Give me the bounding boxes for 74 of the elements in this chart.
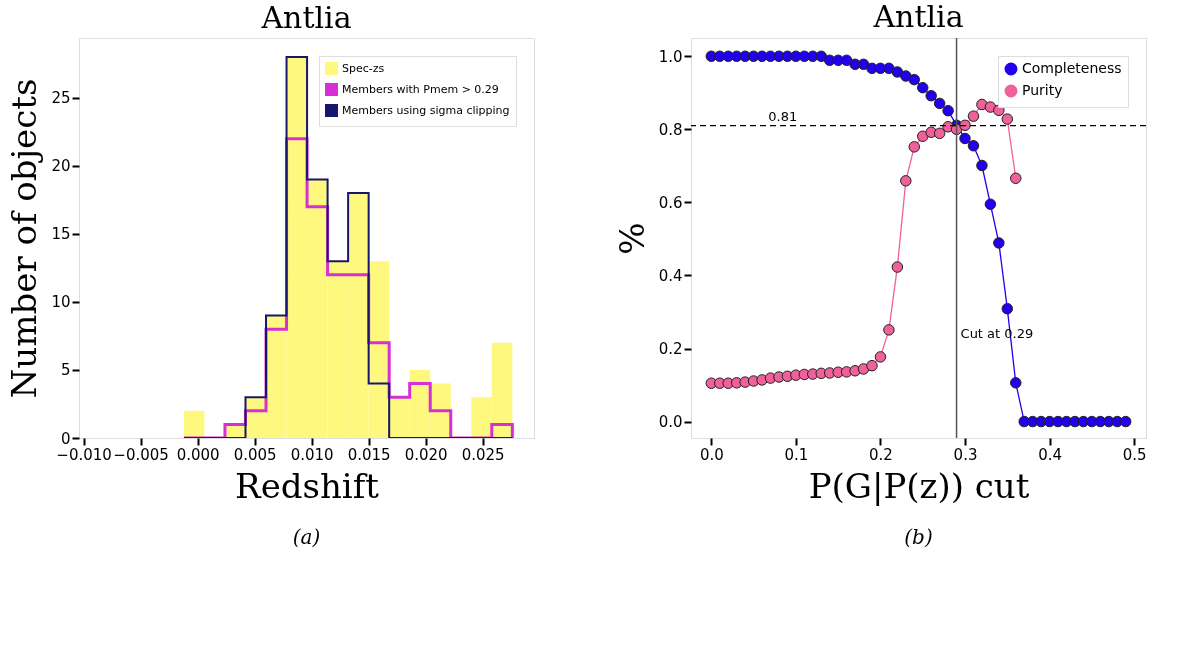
x-tick-label: 0.1 [784, 445, 809, 464]
x-tick-label: 0.2 [869, 445, 893, 464]
point [967, 140, 980, 152]
point [967, 110, 980, 122]
y-tick-label: 0.0 [658, 413, 683, 432]
y-tick-label: 20 [51, 157, 71, 176]
x-tick-label: 0.025 [461, 445, 505, 464]
chart-title: Antlia [872, 0, 964, 35]
point [891, 261, 904, 273]
point [933, 127, 946, 140]
text: (b) [904, 525, 933, 549]
point [756, 374, 768, 386]
point [925, 89, 937, 102]
point [959, 132, 971, 145]
point [1010, 377, 1022, 389]
y-tick-label: 0.8 [658, 120, 683, 139]
point [908, 141, 921, 153]
y-tick-label: 0.6 [658, 193, 683, 212]
y-tick-label: 1.0 [658, 47, 683, 66]
point [908, 73, 921, 86]
legend-label: Completeness [1022, 60, 1122, 76]
point [993, 237, 1005, 249]
point [773, 371, 785, 383]
x-tick-label: −0.010 [56, 445, 112, 464]
x-tick-label: −0.005 [113, 445, 169, 464]
point [976, 159, 988, 172]
point [891, 66, 904, 78]
x-tick-label: 0.5 [1122, 445, 1147, 464]
legend-label: Spec-zs [342, 61, 385, 75]
y-tick-label: 5 [60, 361, 71, 380]
point [883, 62, 895, 75]
point [1010, 172, 1022, 185]
x-tick-label: 0.015 [347, 445, 391, 464]
point [900, 175, 912, 187]
legend-label: Purity [1022, 82, 1063, 98]
x-tick-label: 0.020 [404, 445, 448, 464]
y-axis-title: Number of objects [4, 78, 45, 399]
point [942, 104, 954, 117]
y-tick-label: 15 [51, 225, 71, 244]
point [1119, 415, 1132, 428]
point [840, 54, 853, 67]
y-tick-label: 0.2 [658, 340, 683, 358]
point [857, 58, 870, 71]
x-tick-label: 0.010 [290, 445, 334, 464]
point [1001, 113, 1014, 125]
y-tick-label: 0.4 [658, 266, 683, 285]
legend-label: Members with Pmem > 0.29 [342, 82, 499, 96]
x-tick-label: 0.4 [1038, 445, 1063, 464]
point [866, 359, 878, 372]
point [933, 97, 946, 110]
x-tick-label: 0.005 [233, 445, 277, 464]
point [976, 98, 988, 111]
point [900, 70, 912, 82]
point [883, 324, 895, 336]
text: (a) [292, 525, 321, 549]
point [773, 50, 785, 62]
point [874, 351, 887, 363]
y-tick-label: 10 [51, 293, 71, 312]
y-tick-label: 0 [60, 429, 71, 448]
y-tick-label: 25 [51, 89, 71, 108]
point [916, 130, 929, 142]
y-axis-title: % [611, 222, 652, 255]
ref-line-label: 0.81 [768, 108, 798, 124]
x-axis-title: Redshift [235, 465, 380, 506]
point [984, 198, 997, 210]
x-axis-title: P(G|P(z)) cut [808, 465, 1030, 506]
chart-title: Antlia [260, 0, 352, 35]
x-tick-label: 0.3 [953, 445, 978, 464]
legend-label: Members using sigma clipping [342, 103, 510, 117]
point [1001, 302, 1014, 315]
x-tick-label: 0.0 [699, 445, 724, 464]
x-tick-label: 0.000 [176, 445, 220, 464]
point [959, 119, 971, 132]
point [916, 81, 929, 94]
